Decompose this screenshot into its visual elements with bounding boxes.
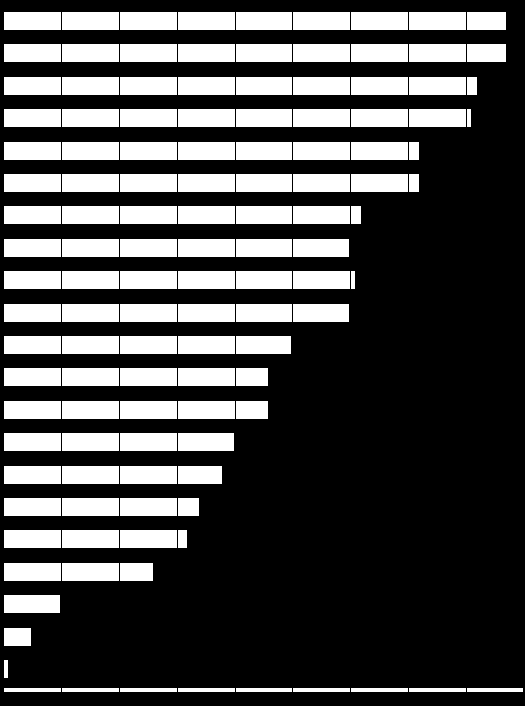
gridline-overlay [292,3,293,703]
bar [3,562,154,582]
bar [3,594,61,614]
bar [3,141,420,161]
bar [3,367,269,387]
bar [3,465,223,485]
bar [3,400,269,420]
bar [3,11,507,31]
gridline-overlay [408,3,409,703]
bar [3,529,188,549]
horizontal-bar-chart [0,0,525,706]
gridline-overlay [466,3,467,703]
bar [3,76,478,96]
gridline-overlay [177,3,178,703]
plot-area [2,2,523,704]
bar [3,627,32,647]
bar [3,270,356,290]
bar [3,173,420,193]
bar [3,205,362,225]
bar [3,108,472,128]
gridline-overlay [119,3,120,703]
bar [3,335,292,355]
axis-tick-band [3,687,524,693]
bar [3,497,200,517]
gridline-overlay [3,3,4,703]
gridline-overlay [350,3,351,703]
bar [3,43,507,63]
gridline-overlay [235,3,236,703]
gridline-overlay [61,3,62,703]
